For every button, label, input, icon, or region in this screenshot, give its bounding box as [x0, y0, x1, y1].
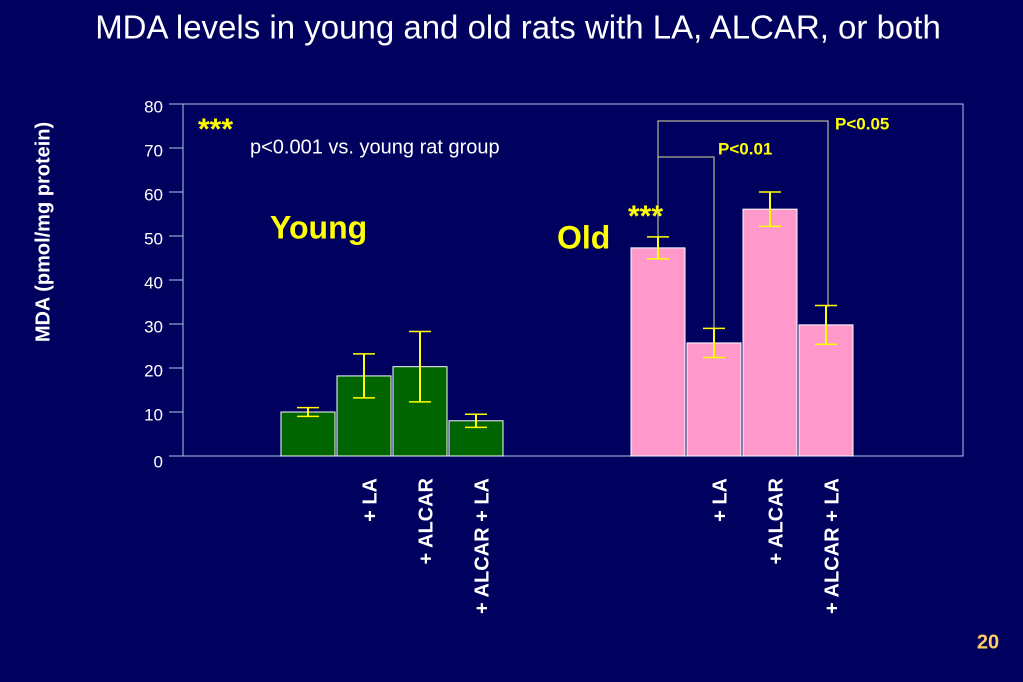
chart-title: MDA levels in young and old rats with LA…: [95, 9, 941, 46]
p-value: P<0.01: [718, 139, 772, 158]
bar: [742, 208, 798, 457]
bar: [686, 342, 742, 457]
x-tick-label: + LA: [359, 478, 381, 522]
y-tick-label: 0: [154, 452, 163, 471]
x-tick-label: + ALCAR + LA: [821, 478, 843, 614]
series-label: Old: [557, 219, 610, 255]
significance-marker: ***: [198, 113, 233, 146]
bracket: [657, 120, 829, 307]
y-tick-label: 60: [144, 185, 163, 204]
y-tick-label: 80: [144, 97, 163, 116]
x-tick-label: + ALCAR: [765, 477, 787, 564]
significance-note: p<0.001 vs. young rat group: [250, 136, 500, 158]
page-number: 20: [977, 631, 999, 653]
old-marker: ***: [628, 200, 663, 233]
y-tick-label: 50: [144, 229, 163, 248]
x-tick-label: + LA: [709, 478, 731, 522]
y-tick-label: 70: [144, 141, 163, 160]
x-tick-label: + ALCAR: [415, 477, 437, 564]
p-value: P<0.05: [835, 114, 889, 133]
bar: [448, 420, 504, 457]
bar: [630, 247, 686, 457]
series-label: Young: [270, 209, 367, 245]
y-tick-label: 20: [144, 361, 163, 380]
bar: [280, 411, 336, 457]
y-axis-label: MDA (pmol/mg protein): [32, 122, 54, 342]
bar: [798, 324, 854, 457]
y-tick-label: 10: [144, 405, 163, 424]
y-tick-label: 40: [144, 273, 163, 292]
x-tick-label: + ALCAR + LA: [471, 478, 493, 614]
y-tick-label: 30: [144, 317, 163, 336]
bracket: [658, 156, 715, 328]
